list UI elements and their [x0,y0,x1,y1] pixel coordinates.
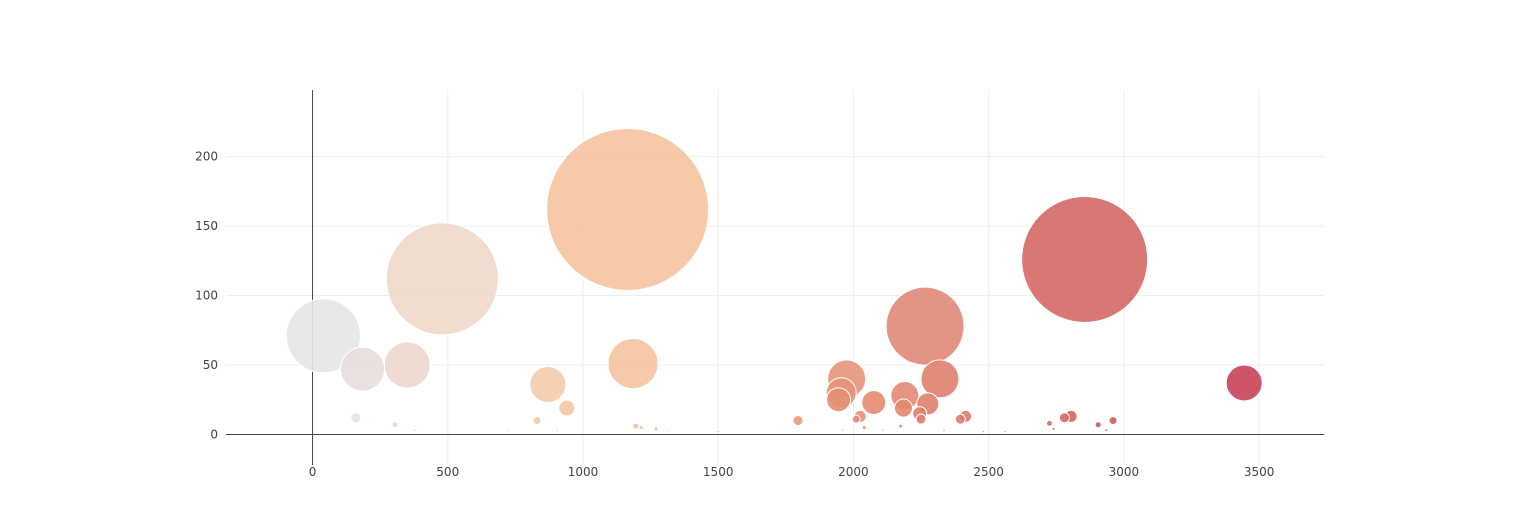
bubble-point[interactable] [638,425,644,430]
bubble-point[interactable] [716,429,720,434]
bubble-point[interactable] [529,365,567,403]
bubble-point[interactable] [285,298,361,374]
y-tick-label: 100 [195,289,218,303]
bubble-point[interactable] [915,413,927,425]
bubble-point[interactable] [413,428,418,433]
bubble-point[interactable] [607,338,659,390]
x-tick-label: 3500 [1244,465,1275,479]
bubble-point[interactable] [981,429,985,434]
x-tick-label: 500 [436,465,459,479]
bubble-point[interactable] [506,428,511,432]
x-tick-label: 0 [309,465,317,479]
bubble-point[interactable] [898,423,904,429]
bubble-point[interactable] [666,428,670,432]
bubble-point[interactable] [954,413,966,425]
bubble-point[interactable] [558,399,576,417]
bubble-point[interactable] [942,428,946,432]
y-tick-label: 150 [195,219,218,233]
bubble-point[interactable] [653,426,659,432]
bubble-point[interactable] [1104,428,1109,433]
bubble-point[interactable] [1225,364,1263,402]
bubble-point[interactable] [1021,195,1149,323]
x-tick-label: 3000 [1109,465,1140,479]
x-tick-label: 1000 [568,465,599,479]
bubble-point[interactable] [881,428,885,432]
bubble-point[interactable] [792,415,804,427]
tick-label-layer: 0 500 1000 1500 2000 2500 3000 3500 0 50 100 150 200 [195,150,1274,479]
bubble-point[interactable] [632,422,640,430]
y-tick-label: 200 [195,150,218,164]
bubble-point[interactable] [1058,412,1070,424]
bubble-point[interactable] [1046,419,1053,427]
bubble-point[interactable] [840,428,845,432]
bubble-point[interactable] [546,127,710,291]
bubble-point[interactable] [385,222,499,336]
bubble-point[interactable] [861,390,887,415]
bubble-point[interactable] [851,414,861,424]
bubble-point[interactable] [826,387,852,413]
bubble-point[interactable] [920,359,960,399]
x-tick-label: 2000 [838,465,869,479]
bubble-point[interactable] [383,341,431,389]
bubble-point[interactable] [893,398,913,418]
y-tick-label: 0 [210,427,218,441]
bubble-point[interactable] [1051,426,1056,431]
bubble-point[interactable] [532,416,542,426]
x-tick-label: 1500 [703,465,734,479]
bubble-point[interactable] [350,412,362,424]
y-tick-label: 50 [203,358,218,372]
bubble-point[interactable] [861,425,867,430]
bubble-point[interactable] [1094,421,1102,429]
bubble-point[interactable] [1108,416,1118,426]
bubble-point[interactable] [391,421,399,429]
bubble-point[interactable] [340,346,386,392]
bubble-point[interactable] [555,428,559,432]
x-tick-label: 2500 [973,465,1004,479]
axis-layer [226,90,1324,465]
bubble-layer [285,127,1263,434]
bubble-point[interactable] [1003,429,1007,434]
bubble-point[interactable] [885,286,965,366]
